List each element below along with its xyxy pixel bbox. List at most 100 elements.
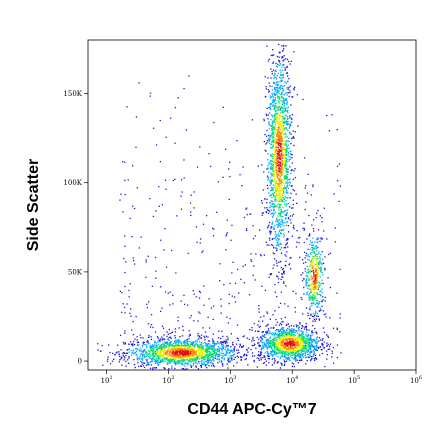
event-point bbox=[268, 333, 270, 335]
event-point bbox=[288, 333, 291, 335]
event-point bbox=[260, 348, 262, 351]
event-point bbox=[198, 352, 200, 354]
event-point bbox=[258, 359, 260, 361]
event-point bbox=[272, 206, 275, 209]
event-point bbox=[277, 215, 279, 217]
event-point bbox=[275, 194, 277, 196]
event-point bbox=[282, 327, 284, 329]
event-point bbox=[136, 348, 138, 350]
event-point bbox=[247, 351, 249, 353]
event-point bbox=[271, 167, 274, 169]
event-point bbox=[277, 203, 279, 205]
event-point bbox=[282, 76, 285, 78]
event-point bbox=[188, 360, 190, 362]
event-point bbox=[275, 133, 277, 135]
event-point bbox=[305, 334, 307, 336]
event-point bbox=[286, 171, 288, 173]
event-point bbox=[279, 102, 281, 104]
event-point bbox=[316, 291, 318, 294]
event-point bbox=[151, 349, 153, 351]
event-point bbox=[143, 355, 145, 357]
event-point bbox=[140, 360, 142, 362]
event-point bbox=[283, 191, 285, 194]
event-point bbox=[188, 356, 190, 358]
event-point bbox=[266, 202, 268, 204]
event-point bbox=[270, 119, 272, 121]
event-point bbox=[284, 69, 287, 71]
event-point bbox=[310, 295, 312, 297]
event-point bbox=[293, 349, 295, 352]
event-point bbox=[317, 246, 319, 249]
event-point bbox=[286, 153, 288, 155]
event-point bbox=[286, 242, 288, 244]
event-point bbox=[323, 262, 325, 265]
event-point bbox=[195, 354, 197, 356]
event-point bbox=[305, 307, 308, 309]
event-point bbox=[299, 353, 301, 355]
event-point bbox=[289, 126, 291, 128]
event-point bbox=[323, 341, 325, 343]
event-point bbox=[227, 357, 229, 359]
event-point bbox=[282, 142, 284, 144]
event-point bbox=[149, 357, 152, 359]
event-point bbox=[275, 349, 278, 351]
event-point bbox=[318, 275, 320, 277]
event-point bbox=[286, 189, 288, 191]
event-point bbox=[269, 221, 271, 224]
event-point bbox=[160, 347, 162, 349]
event-point bbox=[321, 349, 323, 351]
event-point bbox=[168, 355, 170, 357]
event-point bbox=[202, 354, 204, 357]
event-point bbox=[281, 343, 283, 346]
event-point bbox=[316, 293, 318, 295]
event-point bbox=[265, 210, 267, 213]
event-point bbox=[125, 261, 127, 263]
event-point bbox=[190, 353, 192, 355]
event-point bbox=[268, 237, 271, 239]
event-point bbox=[310, 277, 313, 279]
event-point bbox=[201, 353, 203, 355]
event-point bbox=[285, 110, 287, 112]
event-point bbox=[283, 356, 286, 358]
event-point bbox=[286, 107, 288, 109]
event-point bbox=[275, 351, 277, 353]
event-point bbox=[119, 359, 121, 361]
event-point bbox=[273, 264, 275, 266]
event-point bbox=[269, 160, 271, 162]
event-point bbox=[206, 350, 208, 352]
event-point bbox=[278, 173, 280, 175]
event-point bbox=[236, 349, 238, 351]
event-point bbox=[274, 142, 277, 144]
event-point bbox=[312, 339, 314, 341]
event-point bbox=[286, 121, 288, 123]
event-point bbox=[312, 247, 315, 249]
event-point bbox=[250, 259, 252, 261]
event-point bbox=[211, 227, 214, 229]
event-point bbox=[181, 367, 183, 370]
event-point bbox=[275, 183, 277, 185]
event-point bbox=[305, 337, 307, 339]
event-point bbox=[188, 75, 190, 77]
event-point bbox=[188, 338, 190, 340]
event-point bbox=[275, 121, 277, 123]
event-point bbox=[271, 334, 273, 336]
event-point bbox=[128, 289, 130, 292]
event-point bbox=[273, 353, 275, 356]
event-point bbox=[276, 220, 278, 223]
event-point bbox=[272, 99, 274, 101]
event-point bbox=[305, 275, 307, 277]
event-point bbox=[178, 355, 180, 358]
event-point bbox=[206, 345, 208, 347]
event-point bbox=[327, 277, 329, 279]
event-point bbox=[277, 276, 279, 278]
event-point bbox=[250, 260, 253, 262]
event-point bbox=[286, 332, 288, 334]
event-point bbox=[122, 161, 124, 163]
event-point bbox=[212, 342, 214, 345]
event-point bbox=[159, 340, 161, 343]
event-point bbox=[169, 362, 172, 364]
event-point bbox=[276, 128, 278, 131]
event-point bbox=[316, 250, 318, 252]
event-point bbox=[139, 350, 141, 352]
event-point bbox=[269, 336, 272, 338]
